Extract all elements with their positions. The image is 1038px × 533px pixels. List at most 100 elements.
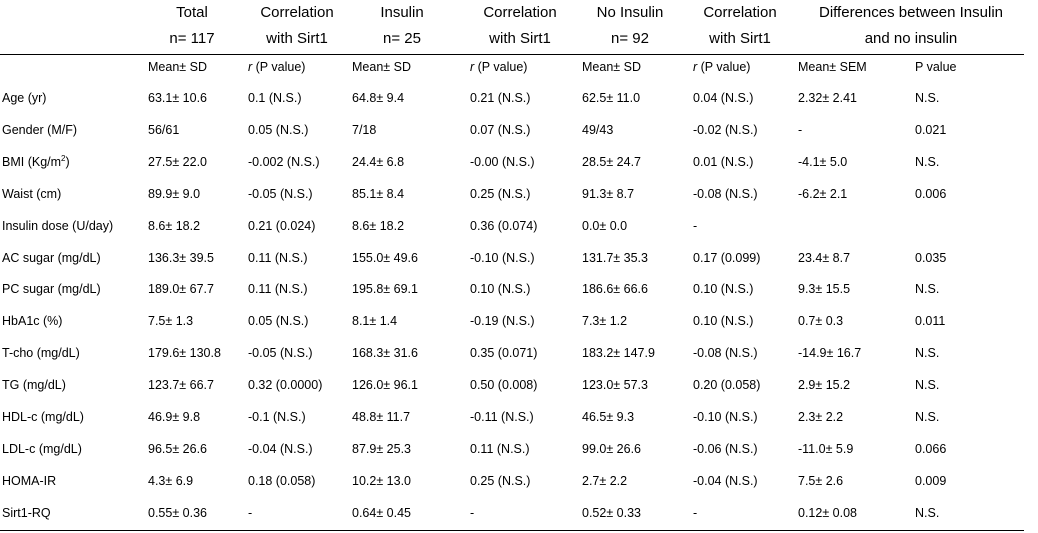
table-cell: 4.3± 6.9 xyxy=(148,473,194,488)
table-cell: N.S. xyxy=(915,154,940,169)
header-insulin-n: n= 25 xyxy=(383,30,421,47)
p-value-label: (P value) xyxy=(474,60,528,74)
table-cell: 0.066 xyxy=(915,441,947,456)
table-cell: 0.11 (N.S.) xyxy=(470,441,530,456)
table-cell: -0.08 (N.S.) xyxy=(693,346,758,361)
table-cell: 0.36 (0.074) xyxy=(470,218,538,233)
table-cell: -0.05 (N.S.) xyxy=(248,346,313,361)
table-cell: 7.5± 2.6 xyxy=(798,473,844,488)
subheader-r-p-total: r (P value) xyxy=(248,60,305,75)
table-cell: 23.4± 8.7 xyxy=(798,250,851,265)
table-cell: 89.9± 9.0 xyxy=(148,186,201,201)
row-label-text: HOMA-IR xyxy=(2,473,57,488)
table-cell: -0.00 (N.S.) xyxy=(470,154,535,169)
header-total: Total xyxy=(176,4,208,21)
table-cell: 126.0± 96.1 xyxy=(352,378,418,393)
table-cell: 99.0± 26.6 xyxy=(582,441,641,456)
header-total-n: n= 117 xyxy=(169,30,215,47)
r-letter: r xyxy=(693,60,698,74)
subheader-p-value: P value xyxy=(915,60,957,74)
row-label-text: HbA1c (%) xyxy=(2,314,63,329)
row-label-text: Gender (M/F) xyxy=(2,122,78,137)
table-cell: -0.02 (N.S.) xyxy=(693,122,758,137)
row-label: AC sugar (mg/dL) xyxy=(2,251,101,266)
table-cell: - xyxy=(693,218,698,233)
table-cell: 0.52± 0.33 xyxy=(582,505,641,520)
table-cell: 0.55± 0.36 xyxy=(148,505,207,520)
subheader-r-p-no-insulin: r (P value) xyxy=(693,60,750,75)
row-label-text: TG (mg/dL) xyxy=(2,378,66,393)
table-cell: 0.0± 0.0 xyxy=(582,218,628,233)
table-cell: N.S. xyxy=(915,346,940,361)
header-correlation-total: Correlation xyxy=(260,4,334,21)
row-label-superscript: 2 xyxy=(61,153,66,163)
row-label: Sirt1-RQ xyxy=(2,506,51,521)
table-cell: 0.35 (0.071) xyxy=(470,346,538,361)
table-cell: 0.25 (N.S.) xyxy=(470,473,531,488)
table-cell: -6.2± 2.1 xyxy=(798,186,848,201)
table-cell: 2.7± 2.2 xyxy=(582,473,628,488)
table-cell: 155.0± 49.6 xyxy=(352,250,418,265)
table-cell: 46.9± 9.8 xyxy=(148,410,201,424)
row-label-text: PC sugar (mg/dL) xyxy=(2,282,101,297)
table-cell: 0.10 (N.S.) xyxy=(693,282,754,297)
table-cell: 0.25 (N.S.) xyxy=(470,186,531,201)
table-cell: 0.17 (0.099) xyxy=(693,250,761,265)
table-cell: - xyxy=(248,505,253,520)
table-cell: 63.1± 10.6 xyxy=(148,91,207,105)
row-label: Gender (M/F) xyxy=(2,123,77,138)
table-cell: 0.07 (N.S.) xyxy=(470,122,531,137)
table-cell: - xyxy=(470,505,475,520)
table-cell: 0.05 (N.S.) xyxy=(248,314,309,329)
table-cell: 0.11 (N.S.) xyxy=(248,282,308,297)
table-cell: N.S. xyxy=(915,282,940,297)
table-cell: -0.19 (N.S.) xyxy=(470,314,535,329)
table-cell: 64.8± 9.4 xyxy=(352,91,405,105)
table-cell: -0.08 (N.S.) xyxy=(693,186,758,201)
table-cell: -14.9± 16.7 xyxy=(798,346,862,361)
table-cell: 8.6± 18.2 xyxy=(352,218,405,233)
row-label-text: Waist (cm) xyxy=(2,186,62,201)
table-cell: 0.32 (0.0000) xyxy=(248,378,323,393)
header-no-insulin-n: n= 92 xyxy=(611,30,649,47)
table-cell: 0.05 (N.S.) xyxy=(248,122,309,137)
header-with-sirt1-insulin: with Sirt1 xyxy=(489,30,551,47)
table-cell: -0.04 (N.S.) xyxy=(248,441,313,456)
header-and-no-insulin: and no insulin xyxy=(864,30,958,47)
row-label: Age (yr) xyxy=(2,91,46,106)
row-label: PC sugar (mg/dL) xyxy=(2,282,101,297)
header-with-sirt1-no-insulin: with Sirt1 xyxy=(709,30,771,47)
table-cell: 0.04 (N.S.) xyxy=(693,91,754,105)
table-cell: 48.8± 11.7 xyxy=(352,410,411,424)
table-cell: 136.3± 39.5 xyxy=(148,250,214,265)
table-cell: 56/61 xyxy=(148,122,180,137)
table-cell: 49/43 xyxy=(582,122,614,137)
table-cell: 0.10 (N.S.) xyxy=(470,282,531,297)
table-cell: 0.50 (0.008) xyxy=(470,378,538,393)
subheader-mean-sem: Mean± SEM xyxy=(798,60,867,74)
table-cell: -0.10 (N.S.) xyxy=(470,250,535,265)
row-label-text: Insulin dose (U/day) xyxy=(2,218,114,233)
row-label-text: LDL-c (mg/dL) xyxy=(2,441,82,456)
table-cell: 87.9± 25.3 xyxy=(352,441,411,456)
bottom-rule xyxy=(0,530,1024,531)
table-cell: 7.3± 1.2 xyxy=(582,314,628,329)
table-cell: 0.021 xyxy=(915,122,947,137)
table-cell: 0.01 (N.S.) xyxy=(693,154,754,169)
table-cell: 189.0± 67.7 xyxy=(148,282,214,297)
row-label-text: HDL-c (mg/dL) xyxy=(2,410,84,424)
table-cell: 179.6± 130.8 xyxy=(148,346,221,361)
table-cell: 85.1± 8.4 xyxy=(352,186,405,201)
row-label: TG (mg/dL) xyxy=(2,378,66,393)
row-label: HDL-c (mg/dL) xyxy=(2,410,84,425)
table-cell: -0.06 (N.S.) xyxy=(693,441,758,456)
row-label: HOMA-IR xyxy=(2,474,56,489)
table-cell: 195.8± 69.1 xyxy=(352,282,418,297)
row-label: BMI (Kg/m2) xyxy=(2,153,70,170)
table-cell: 0.20 (0.058) xyxy=(693,378,761,393)
table-cell: 0.009 xyxy=(915,473,947,488)
p-value-label: (P value) xyxy=(252,60,306,74)
subheader-mean-sd-insulin: Mean± SD xyxy=(352,60,411,74)
table-cell: N.S. xyxy=(915,410,940,424)
table-cell: 0.11 (N.S.) xyxy=(248,250,308,265)
